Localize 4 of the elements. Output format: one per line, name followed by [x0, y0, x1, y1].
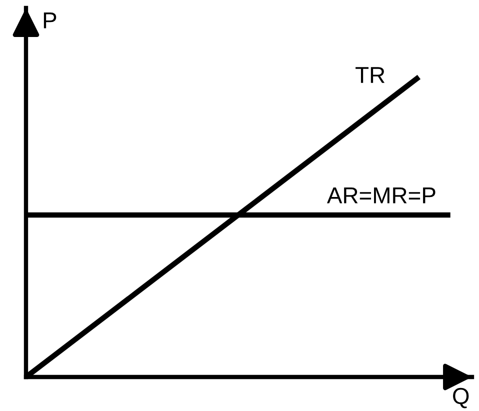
y-axis-title: P: [44, 12, 56, 28]
x-axis-title: Q: [453, 388, 469, 408]
series-label: TR: [356, 67, 385, 83]
series-label: AR=MR=P: [326, 188, 436, 204]
